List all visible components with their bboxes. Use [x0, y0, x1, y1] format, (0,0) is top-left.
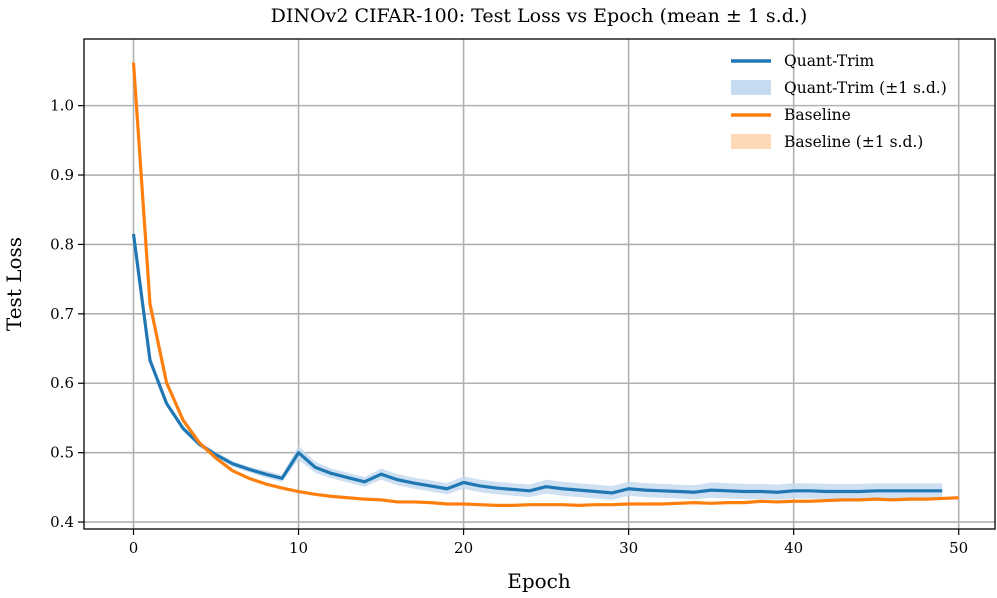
plot-frame [83, 38, 996, 530]
y-tick-label: 1.0 [50, 97, 74, 115]
legend-swatch-baseline-band [731, 134, 771, 149]
sd-band-quant-trim [133, 231, 943, 500]
x-tick-label: 30 [619, 539, 638, 557]
x-tick-label: 20 [454, 539, 473, 557]
legend-label-baseline: Baseline [784, 106, 851, 124]
grid [84, 39, 995, 529]
series-lines [131, 62, 959, 507]
legend-label-quant-trim: Quant-Trim [784, 52, 875, 70]
chart-title: DINOv2 CIFAR-100: Test Loss vs Epoch (me… [271, 5, 808, 27]
axis-ticks: 0 10 20 30 40 50 0.4 0.5 0.6 0.7 0.8 0.9 1.0 [50, 97, 968, 557]
y-tick-label: 0.9 [50, 166, 74, 184]
legend-swatch-quant-trim-band [731, 80, 771, 95]
y-tick-label: 0.6 [50, 374, 74, 392]
y-tick-label: 0.4 [50, 513, 74, 531]
series-line-baseline [131, 62, 959, 507]
legend-label-quant-trim-band: Quant-Trim (±1 s.d.) [784, 79, 947, 97]
legend-label-baseline-band: Baseline (±1 s.d.) [784, 133, 923, 151]
sd-band-baseline [133, 61, 959, 507]
x-tick-label: 10 [289, 539, 308, 557]
y-axis-label: Test Loss [2, 237, 26, 331]
legend: Quant-Trim Quant-Trim (±1 s.d.) Baseline… [731, 52, 947, 151]
y-tick-label: 0.5 [50, 444, 74, 462]
series-line-quant-trim [131, 233, 943, 495]
x-tick-label: 0 [129, 539, 139, 557]
x-axis-label: Epoch [507, 569, 571, 593]
sd-bands [133, 61, 959, 507]
x-tick-label: 50 [949, 539, 968, 557]
y-tick-label: 0.8 [50, 235, 74, 253]
x-tick-label: 40 [784, 539, 803, 557]
y-tick-label: 0.7 [50, 305, 74, 323]
